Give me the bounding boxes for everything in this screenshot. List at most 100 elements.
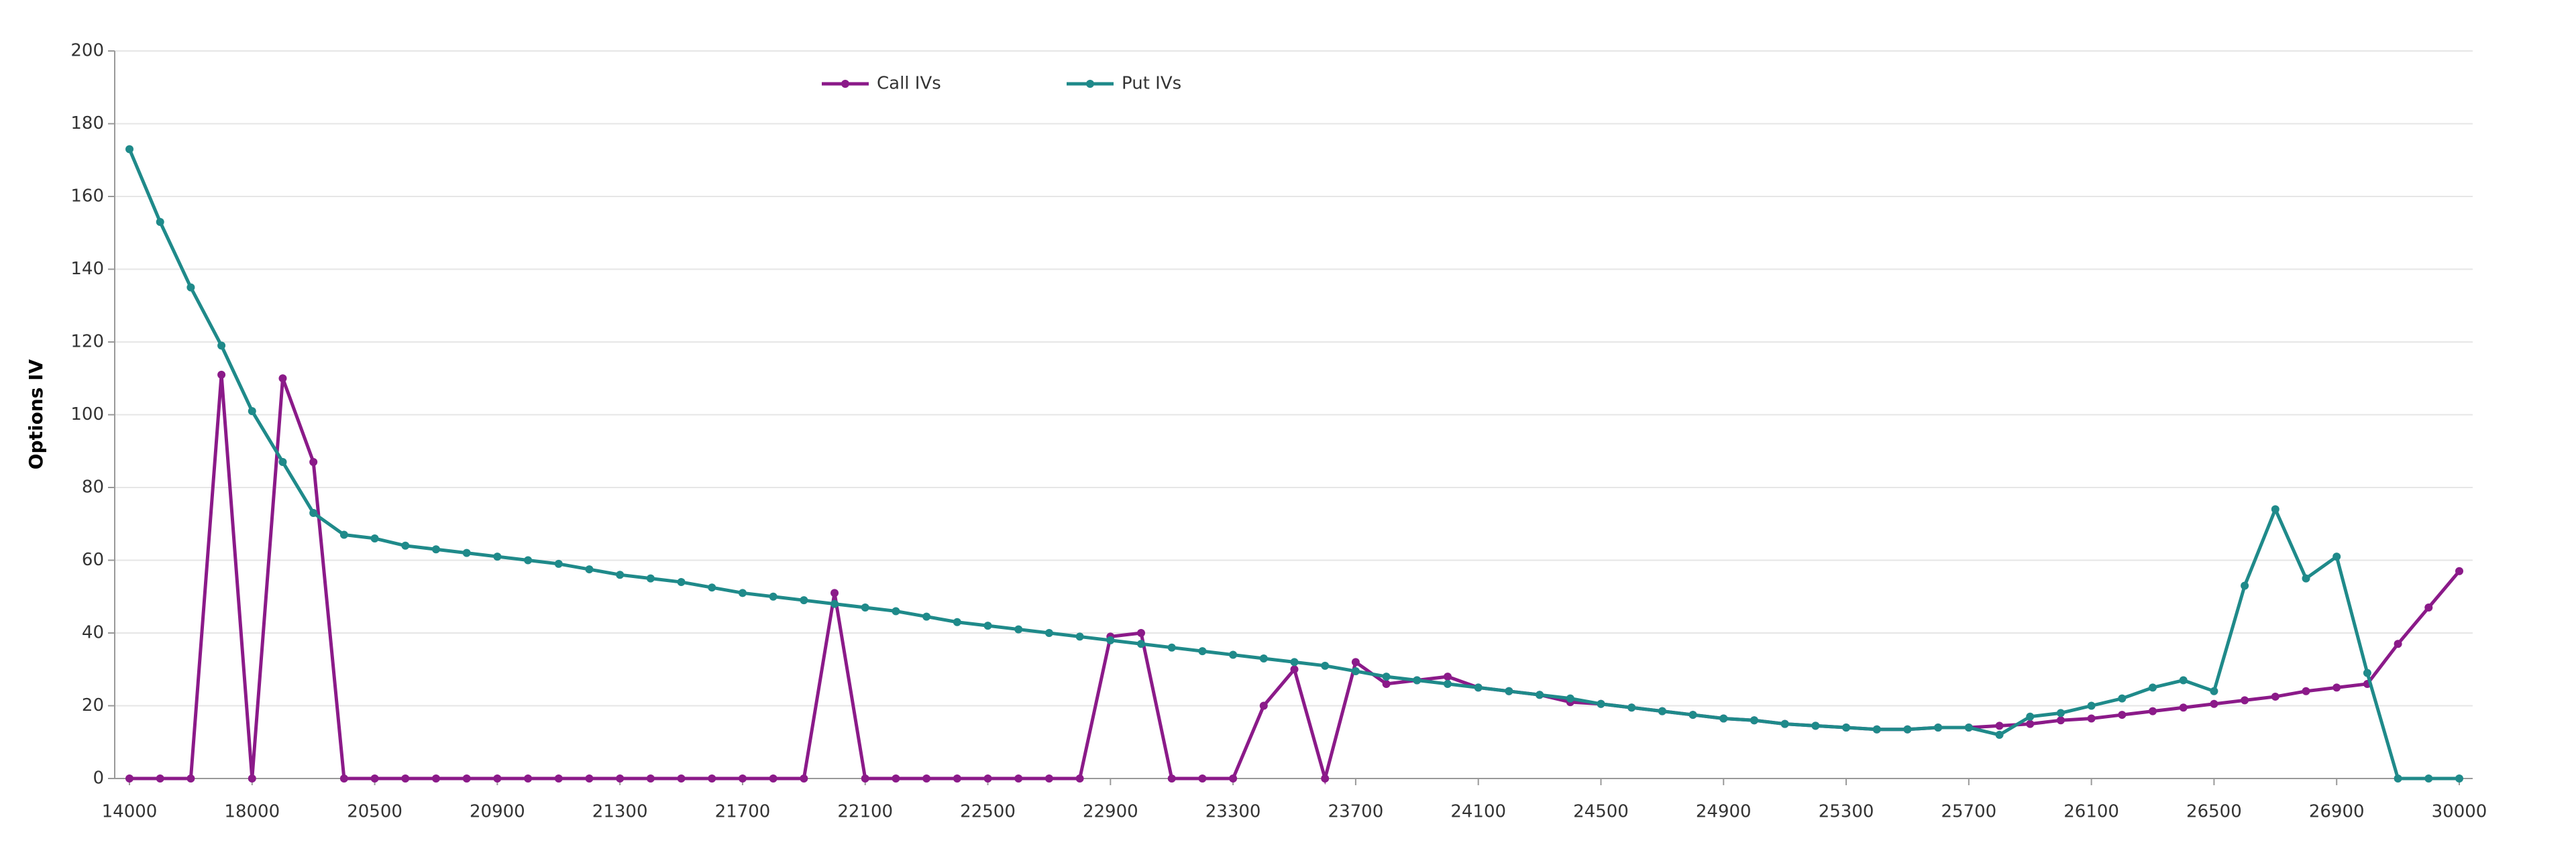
x-tick-label: 21300 [592,802,648,822]
data-point [2394,640,2402,648]
x-tick-label: 24100 [1450,802,1506,822]
y-tick-label: 140 [70,259,104,279]
data-point [1382,673,1391,681]
data-point [2424,774,2433,783]
data-point [248,774,256,783]
y-tick-label: 20 [82,695,104,715]
data-point [1259,701,1268,710]
data-point [431,545,440,554]
data-point [1995,722,2004,730]
data-point [2302,574,2310,583]
data-point [1842,724,1851,732]
x-tick-label: 22900 [1083,802,1138,822]
data-point [1597,699,1605,708]
x-tick-label: 23700 [1328,802,1384,822]
data-point [1566,694,1574,703]
data-point [769,592,777,601]
data-point [2363,669,2371,677]
data-point [2455,567,2463,575]
data-point [370,534,379,542]
data-point [1259,654,1268,662]
data-point [830,589,839,597]
data-point [2026,719,2035,728]
y-tick-label: 160 [70,186,104,207]
x-tick-label: 30000 [2432,802,2487,822]
data-point [156,774,164,783]
data-point [2210,687,2218,695]
data-point [186,774,195,783]
data-point [2271,692,2279,701]
data-point [1044,629,1053,637]
data-point [1474,683,1483,692]
data-point [1229,774,1238,783]
data-point [983,622,992,630]
y-tick-label: 100 [70,404,104,424]
data-point [2026,712,2035,721]
data-point [1106,636,1115,644]
data-point [2424,603,2433,612]
data-point [186,283,195,292]
data-point [370,774,379,783]
data-point [2271,505,2279,514]
x-tick-label: 18000 [224,802,280,822]
data-point [646,774,655,783]
data-point [1719,714,1728,723]
x-tick-label: 24900 [1696,802,1752,822]
data-point [861,774,869,783]
data-point [922,774,931,783]
data-point [1351,667,1360,675]
data-point [2302,687,2310,695]
data-point [953,774,961,783]
x-tick-label: 26100 [2063,802,2119,822]
legend-label: Put IVs [1122,74,1181,94]
data-point [708,774,716,783]
data-point [2394,774,2402,783]
data-point [1964,724,1973,732]
data-point [646,574,655,583]
data-point [1750,716,1758,725]
data-point [2087,701,2096,710]
data-point [1934,724,1943,732]
data-point [1044,774,1053,783]
data-point [585,565,594,574]
series-line [127,148,2459,781]
x-tick-label: 25700 [1941,802,1996,822]
data-point [1443,679,1452,688]
data-point [922,612,931,621]
data-point [2056,716,2065,725]
data-point [309,458,318,467]
x-tick-label: 23300 [1205,802,1261,822]
x-tick-label: 20500 [347,802,402,822]
data-point [2455,774,2463,783]
data-point [830,599,839,608]
data-point [1321,661,1330,670]
data-point [1627,703,1636,712]
data-point [861,603,869,612]
x-tick-label: 24500 [1573,802,1629,822]
data-point [2210,699,2218,708]
data-point [1229,650,1238,659]
data-point [1075,774,1084,783]
data-point [892,774,900,783]
x-tick-label: 22500 [960,802,1016,822]
data-point [1536,691,1544,699]
data-point [1137,629,1146,637]
data-point [585,774,594,783]
x-tick-label: 25300 [1819,802,1874,822]
data-point [953,618,961,626]
y-tick-label: 60 [82,550,104,570]
data-point [708,583,716,592]
data-point [2118,694,2127,703]
data-point [1811,722,1820,730]
y-tick-label: 0 [93,768,104,789]
data-point [493,774,502,783]
data-point [1505,687,1513,695]
data-point [2087,714,2096,723]
data-point [401,541,410,550]
data-point [1321,774,1330,783]
y-axis-title: Options IV [25,359,47,469]
data-point [2332,683,2341,692]
data-point [738,589,747,597]
